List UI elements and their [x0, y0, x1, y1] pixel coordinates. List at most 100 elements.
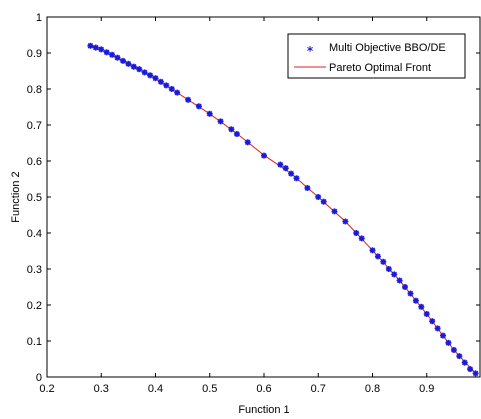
data-point-stroke [440, 332, 446, 339]
y-tick-label: 0.2 [27, 300, 42, 312]
legend-entry-line: Pareto Optimal Front [329, 62, 431, 74]
data-point-stroke [331, 208, 338, 215]
data-point-stroke [423, 311, 430, 317]
y-tick-label: 0.9 [27, 48, 42, 60]
y-tick-label: 0.6 [27, 156, 42, 168]
data-point [450, 347, 457, 353]
data-point [185, 96, 192, 103]
data-point-stroke [418, 304, 425, 310]
data-point [98, 46, 105, 53]
data-point [391, 271, 398, 278]
data-point-stroke [429, 318, 435, 324]
data-point [412, 297, 419, 304]
data-point-stroke [174, 89, 180, 96]
data-point-stroke [217, 118, 224, 125]
data-point-stroke [353, 230, 359, 236]
data-point [385, 266, 392, 272]
data-point-stroke [163, 82, 170, 89]
data-point [440, 332, 446, 339]
data-point-stroke [185, 97, 191, 103]
data-point-stroke [120, 58, 126, 64]
data-point-stroke [456, 353, 463, 359]
legend-marker-scatter: * [307, 44, 314, 58]
data-point [456, 353, 463, 360]
data-point-stroke [445, 340, 452, 346]
y-axis-title: Function 2 [10, 171, 22, 222]
data-point-stroke [125, 61, 132, 67]
data-point [320, 198, 327, 205]
data-point [380, 258, 387, 265]
data-point [206, 110, 213, 117]
data-point-stroke [141, 69, 148, 76]
data-point-stroke [369, 247, 376, 254]
data-point-stroke [472, 370, 479, 377]
data-point [174, 89, 181, 96]
y-tick-label: 0.4 [27, 228, 42, 240]
data-point [282, 165, 289, 172]
data-point [130, 63, 137, 70]
x-tick-label: 0.8 [365, 383, 380, 395]
y-tick-label: 0 [36, 372, 42, 384]
data-point-stroke [402, 284, 408, 290]
plot-area [87, 42, 479, 377]
data-point [331, 208, 338, 215]
data-point-stroke [434, 325, 441, 332]
data-point-stroke [87, 43, 94, 49]
data-point-stroke [451, 347, 457, 353]
data-point [163, 82, 170, 89]
data-point-stroke [277, 161, 284, 168]
data-point-stroke [320, 198, 327, 205]
data-point [461, 359, 468, 366]
data-point-stroke [407, 290, 414, 297]
data-point-stroke [304, 185, 311, 191]
x-axis-title: Function 1 [238, 404, 289, 416]
data-point [233, 131, 240, 137]
data-point-stroke [358, 235, 365, 242]
y-tick-label: 1 [36, 12, 42, 24]
data-point-stroke [342, 218, 349, 225]
data-point-stroke [234, 131, 240, 137]
legend-entry-scatter: Multi Objective BBO/DE [329, 42, 446, 54]
legend-box [287, 33, 466, 79]
data-point [434, 325, 441, 332]
data-point [358, 235, 365, 242]
data-point [114, 54, 121, 61]
data-point-stroke [169, 86, 175, 92]
data-point-stroke [131, 63, 137, 70]
data-point [277, 161, 284, 168]
data-point-stroke [228, 126, 235, 133]
data-point [244, 139, 251, 146]
data-point [288, 170, 295, 177]
data-point-stroke [396, 277, 403, 284]
data-point [467, 366, 474, 373]
data-point [429, 318, 436, 325]
data-point-stroke [158, 79, 164, 85]
x-tick-label: 0.2 [39, 383, 54, 395]
data-point-stroke [386, 266, 392, 272]
data-point-stroke [375, 253, 381, 260]
x-tick-label: 0.9 [419, 383, 434, 395]
x-tick-label: 0.6 [256, 383, 271, 395]
data-point [261, 152, 267, 159]
data-point-stroke [103, 49, 110, 56]
legend: * Multi Objective BBO/DE Pareto Optimal … [287, 33, 466, 79]
data-point-stroke [315, 194, 321, 200]
data-point [228, 126, 235, 133]
data-point [136, 66, 143, 73]
x-tick-label: 0.7 [311, 383, 326, 395]
data-point [402, 284, 408, 290]
data-point [407, 290, 414, 297]
y-tick-label: 0.8 [27, 84, 42, 96]
data-point [120, 57, 126, 64]
data-point-stroke [196, 103, 202, 110]
data-point [87, 42, 94, 49]
data-point [304, 185, 311, 191]
x-tick-label: 0.3 [94, 383, 109, 395]
data-point-stroke [293, 175, 300, 182]
data-point [141, 69, 148, 76]
data-point-stroke [467, 366, 473, 372]
data-point-stroke [109, 52, 115, 58]
data-point-stroke [413, 297, 419, 304]
y-tick-label: 0.5 [27, 192, 42, 204]
